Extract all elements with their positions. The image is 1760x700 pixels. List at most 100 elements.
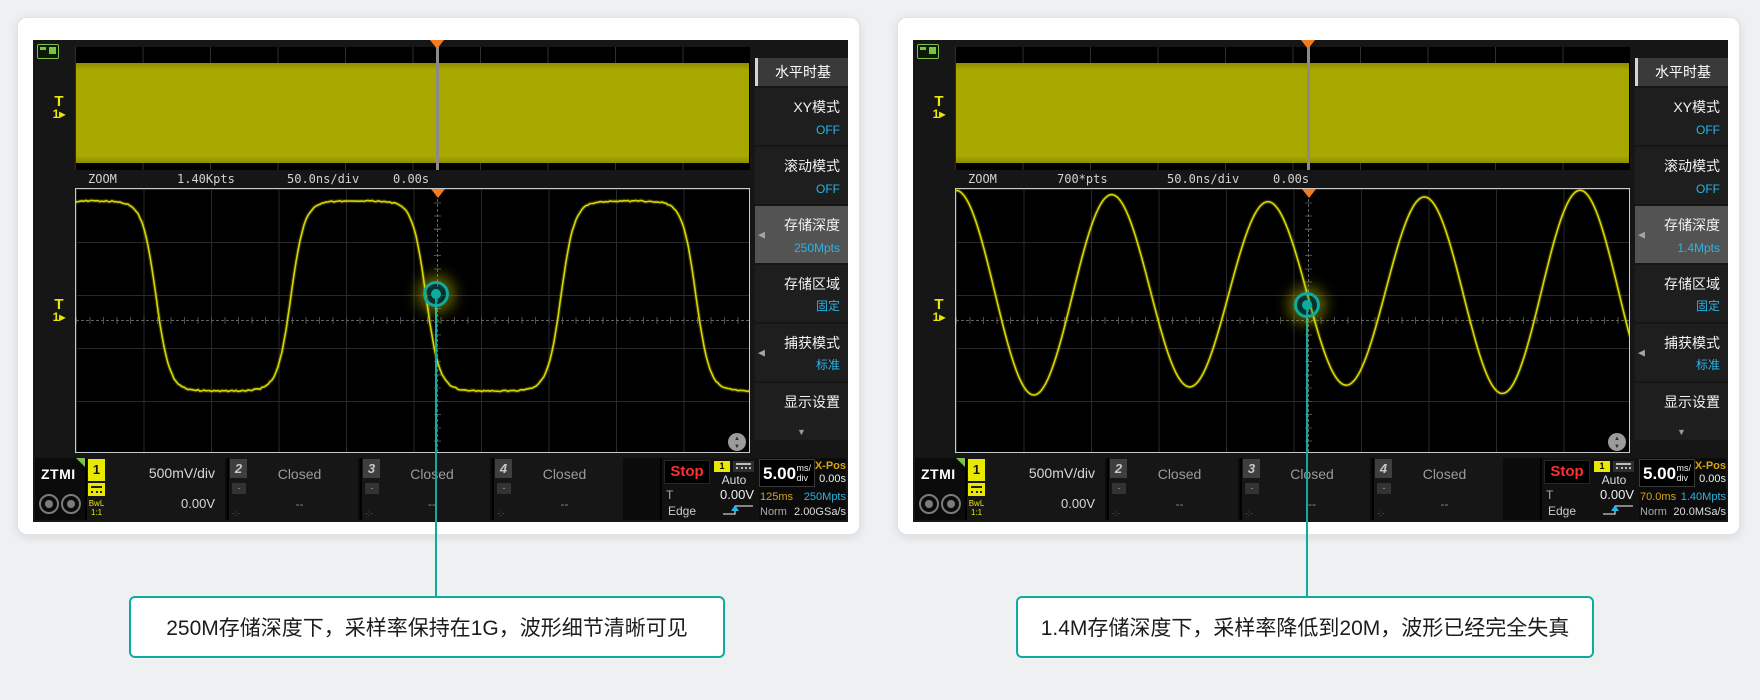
trigger-level-marker[interactable]: T 1▶ <box>925 93 953 121</box>
timebase-scale-value: 5.00 <box>1643 464 1677 483</box>
vertical-center-axis <box>1308 189 1309 452</box>
probe-icon[interactable] <box>39 494 59 514</box>
channel-minor-label: -:- <box>1245 509 1253 518</box>
zoom-waveform-window[interactable]: ▲ ▼ <box>75 188 750 453</box>
channel-minor-label: -:- <box>365 509 373 518</box>
menu-item-value: OFF <box>816 182 840 196</box>
channel-3-panel[interactable]: 3 Closed - -- -:- <box>1240 458 1370 520</box>
channel-2-panel[interactable]: 2 Closed - -- -:- <box>1107 458 1238 520</box>
timebase-scale-unit: ms/div <box>796 463 812 483</box>
channel-number-badge: 1 <box>88 459 105 481</box>
menu-item-6[interactable]: 显示设置 ▼ <box>755 383 848 440</box>
highlight-point-marker <box>423 281 449 307</box>
channel-minor-label: -:- <box>1112 509 1120 518</box>
timebase-panel[interactable]: 5.00 ms/div X-Pos 0.00s 70.0ms 1.40Mpts … <box>1639 458 1726 520</box>
trigger-level-marker[interactable]: T 1▶ <box>45 93 73 121</box>
trigger-position-arrow-icon <box>430 40 444 49</box>
menu-item-label: 存储深度 <box>1664 217 1720 233</box>
menu-item-3[interactable]: ◀ 存储深度 250Mpts <box>755 206 848 263</box>
trigger-status-panel[interactable]: Stop 1 Auto T 0.00V Edge <box>660 458 759 520</box>
zoom-region-cursor[interactable] <box>1307 47 1310 170</box>
trigger-source-badge: 1 <box>714 461 730 472</box>
arrow-right-icon: ▶ <box>59 313 66 322</box>
highlight-point-marker <box>1294 292 1320 318</box>
channel-4-panel[interactable]: 4 Closed - -- -:- <box>492 458 623 520</box>
window-time-value: 125ms <box>760 491 794 503</box>
channel-strip: 1 BwL 1:1 500mV/div 0.00V 2 Closed - -- -:- 3 Close… <box>85 458 625 520</box>
menu-item-value: 1.4Mpts <box>1677 241 1720 255</box>
menu-item-label: 捕获模式 <box>784 335 840 351</box>
channel-number-badge: 1 <box>968 459 985 481</box>
channel-1-panel[interactable]: 1 BwL 1:1 500mV/div 0.00V <box>85 458 225 520</box>
run-state-badge[interactable]: Stop <box>664 460 710 484</box>
menu-item-label: XY模式 <box>1673 99 1720 115</box>
channel-minor-label: -:- <box>1377 509 1385 518</box>
acquisition-mode-label: Norm <box>760 506 787 518</box>
trigger-marker-label: T <box>934 93 944 110</box>
trigger-level-marker[interactable]: T 1▶ <box>45 297 73 324</box>
channel-1-panel[interactable]: 1 BwL 1:1 500mV/div 0.00V <box>965 458 1105 520</box>
menu-item-value: 标准 <box>815 358 840 372</box>
menu-item-4[interactable]: 存储区域 固定 <box>1635 265 1728 322</box>
menu-item-label: 捕获模式 <box>1664 335 1720 351</box>
zoom-info-bar: ZOOM 1.40Kpts 50.0ns/div 0.00s <box>75 171 750 187</box>
callout-label: 1.4M存储深度下，采样率降低到20M，波形已经完全失真 <box>1016 596 1594 658</box>
coupling-badge: - <box>365 483 379 494</box>
menu-item-label: XY模式 <box>793 99 840 115</box>
trigger-marker-channel: 1▶ <box>52 107 66 121</box>
scroll-handle[interactable]: ▲ ▼ <box>1608 433 1626 451</box>
channel-offset-placeholder: -- <box>1175 497 1184 511</box>
channel-offset-placeholder: -- <box>1308 497 1316 511</box>
waveform-overview-band[interactable] <box>955 47 1630 170</box>
overview-waveform <box>76 63 749 163</box>
channel-offset-value: 0.00V <box>181 496 215 511</box>
trigger-marker-label: T <box>54 93 64 110</box>
channel-number-badge: 3 <box>1243 459 1260 478</box>
status-bar: ZTMI 1 BwL 1:1 500mV/div 0.00V 2 Closed - -- -:- 3… <box>915 458 1726 520</box>
vertical-center-axis <box>437 189 438 452</box>
trigger-marker-channel: 1▶ <box>932 310 946 324</box>
menu-item-value: 固定 <box>815 299 840 313</box>
touch-icon[interactable] <box>941 494 961 514</box>
coupling-badge: - <box>1112 483 1126 494</box>
trigger-coupling-icon <box>1613 461 1634 472</box>
trigger-mode-label: Auto <box>1601 473 1627 487</box>
touch-icon[interactable] <box>61 494 81 514</box>
menu-item-1[interactable]: XY模式 OFF <box>755 88 848 145</box>
waveform-overview-band[interactable] <box>75 47 750 170</box>
menu-item-value: OFF <box>1696 123 1720 137</box>
channel-offset-placeholder: -- <box>560 497 569 511</box>
menu-item-label: 显示设置 <box>784 394 840 410</box>
scroll-handle[interactable]: ▲ ▼ <box>728 433 746 451</box>
channel-number-badge: 4 <box>1375 459 1392 478</box>
menu-item-5[interactable]: ◀ 捕获模式 标准 <box>755 324 848 381</box>
trigger-type-label: Edge <box>1548 504 1577 518</box>
timebase-scale-value: 5.00 <box>763 464 797 483</box>
menu-item-3[interactable]: ◀ 存储深度 1.4Mpts <box>1635 206 1728 263</box>
timebase-panel[interactable]: 5.00 ms/div X-Pos 0.00s 125ms 250Mpts No… <box>759 458 846 520</box>
menu-item-2[interactable]: 滚动模式 OFF <box>1635 147 1728 204</box>
menu-item-1[interactable]: XY模式 OFF <box>1635 88 1728 145</box>
xpos-value: 0.00s <box>1699 473 1726 485</box>
brand-name: ZTMI <box>41 466 76 482</box>
channel-4-panel[interactable]: 4 Closed - -- -:- <box>1372 458 1503 520</box>
zoom-waveform-window[interactable]: ▲ ▼ <box>955 188 1630 453</box>
menu-item-2[interactable]: 滚动模式 OFF <box>755 147 848 204</box>
menu-item-6[interactable]: 显示设置 ▼ <box>1635 383 1728 440</box>
channel-3-panel[interactable]: 3 Closed - -- -:- <box>360 458 490 520</box>
channel-state-label: Closed <box>1157 466 1202 482</box>
menu-item-value: 固定 <box>1695 299 1720 313</box>
trigger-level-marker[interactable]: T 1▶ <box>925 296 953 324</box>
menu-item-value: OFF <box>816 123 840 137</box>
trigger-marker-label: T <box>934 296 944 313</box>
probe-icon[interactable] <box>919 494 939 514</box>
menu-item-5[interactable]: ◀ 捕获模式 标准 <box>1635 324 1728 381</box>
zoom-points-label: 700*pts <box>1057 172 1108 186</box>
channel-state-label: Closed <box>410 466 454 482</box>
menu-item-4[interactable]: 存储区域 固定 <box>755 265 848 322</box>
zoom-region-cursor[interactable] <box>436 47 439 170</box>
menu-title: 水平时基 <box>1635 58 1728 86</box>
run-state-badge[interactable]: Stop <box>1544 460 1590 484</box>
trigger-status-panel[interactable]: Stop 1 Auto T 0.00V Edge <box>1540 458 1639 520</box>
channel-2-panel[interactable]: 2 Closed - -- -:- <box>227 458 358 520</box>
